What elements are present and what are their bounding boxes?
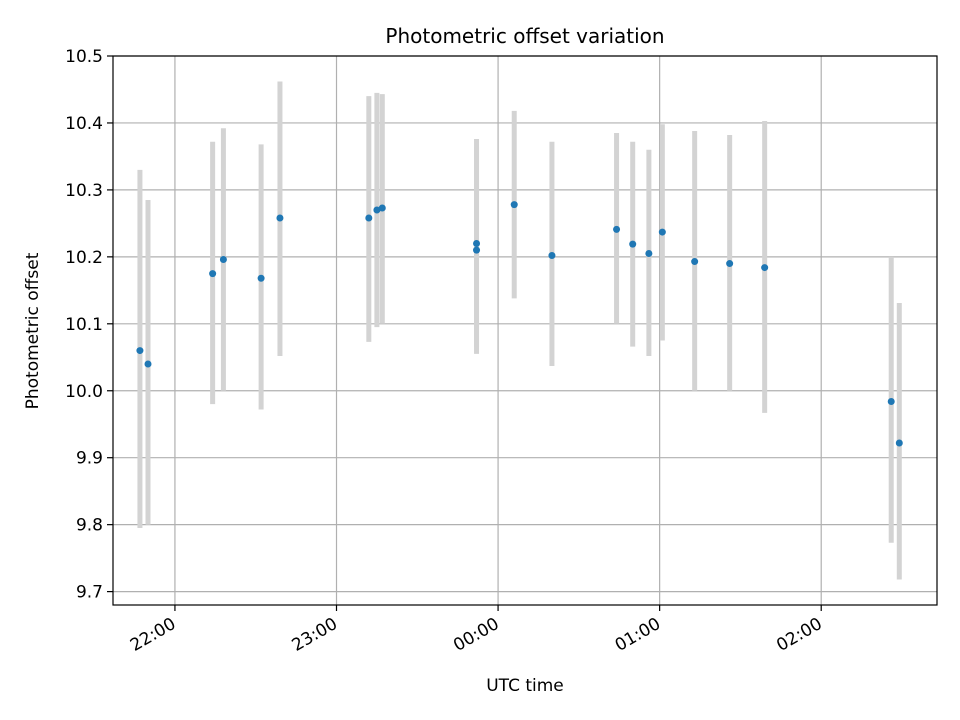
data-point — [365, 214, 373, 222]
data-point — [645, 250, 653, 258]
x-axis-title: UTC time — [486, 676, 564, 696]
y-tick-label: 10.1 — [65, 315, 103, 335]
chart-title: Photometric offset variation — [385, 24, 664, 48]
data-point — [613, 225, 621, 233]
data-point — [257, 274, 265, 282]
y-tick-label: 10.0 — [65, 382, 103, 402]
data-point — [658, 228, 666, 236]
data-point — [761, 264, 769, 272]
plot-frame — [112, 55, 938, 606]
data-points — [136, 201, 903, 447]
data-point — [209, 270, 217, 278]
data-point — [136, 347, 144, 355]
data-point — [473, 239, 481, 247]
data-point — [473, 246, 481, 254]
y-tick-label: 10.5 — [65, 47, 103, 67]
y-axis-ticks: 9.7 9.8 9.9 10.0 10.1 10.2 10.3 10.4 10.5 — [65, 47, 113, 603]
y-tick-label: 10.4 — [65, 114, 103, 134]
data-point — [887, 397, 895, 405]
data-point — [378, 204, 386, 212]
data-point — [726, 260, 734, 268]
data-point — [144, 360, 152, 368]
data-point — [895, 439, 903, 447]
y-tick-label: 9.9 — [76, 449, 103, 469]
y-axis-title: Photometric offset — [23, 252, 43, 409]
y-tick-label: 10.3 — [65, 181, 103, 201]
data-point — [219, 256, 227, 264]
data-point — [548, 252, 556, 260]
y-tick-label: 9.7 — [76, 583, 103, 603]
data-point — [629, 240, 637, 248]
data-point — [510, 201, 518, 209]
data-point — [373, 206, 381, 214]
y-tick-label: 10.2 — [65, 248, 103, 268]
y-tick-label: 9.8 — [76, 516, 103, 536]
data-point — [691, 258, 699, 266]
data-point — [276, 214, 284, 222]
